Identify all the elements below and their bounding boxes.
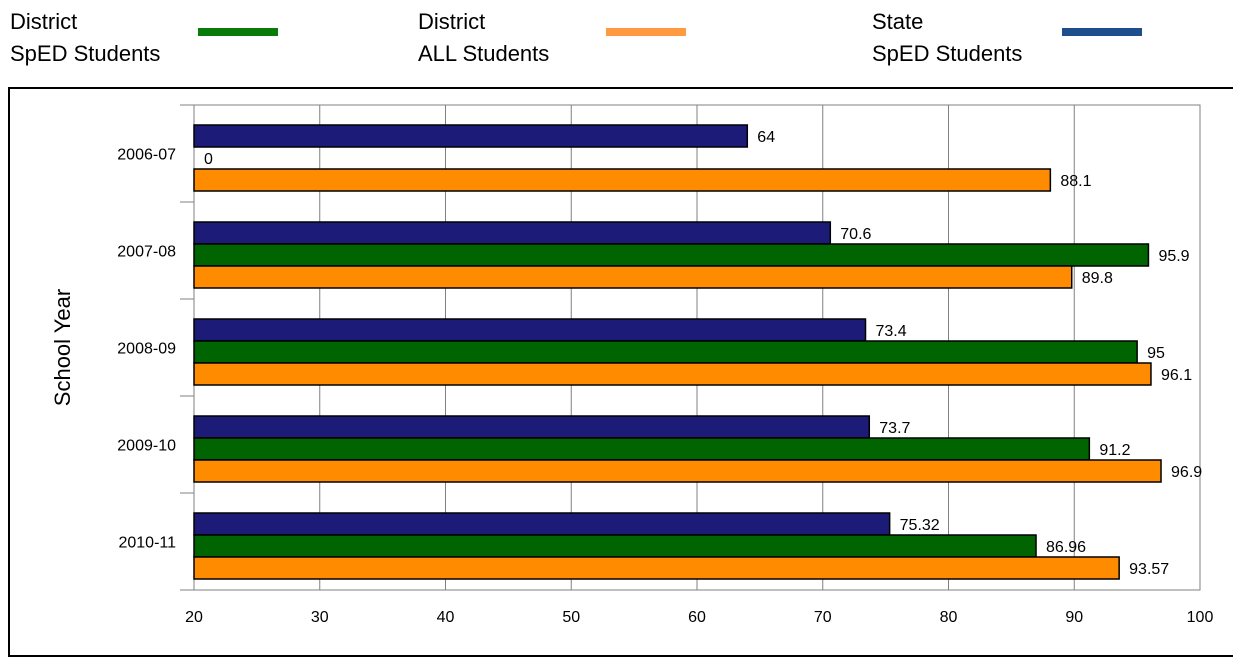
legend-entry-district-sped: District SpED Students bbox=[10, 6, 160, 70]
bar bbox=[193, 556, 1120, 580]
data-label: 95.9 bbox=[1158, 248, 1189, 265]
data-label: 91.2 bbox=[1099, 442, 1130, 459]
category-label: 2009-10 bbox=[117, 438, 176, 455]
bar bbox=[193, 221, 832, 245]
data-label: 88.1 bbox=[1060, 173, 1091, 190]
bar bbox=[193, 415, 871, 439]
data-label: 89.8 bbox=[1082, 270, 1113, 287]
data-label: 95 bbox=[1147, 345, 1165, 362]
bar bbox=[193, 512, 891, 536]
legend-label: District ALL Students bbox=[418, 9, 550, 66]
data-label: 75.32 bbox=[900, 517, 940, 534]
data-label: 70.6 bbox=[840, 226, 871, 243]
legend-label: District SpED Students bbox=[10, 9, 161, 66]
x-tick-label: 80 bbox=[940, 609, 958, 626]
category-label: 2007-08 bbox=[117, 244, 176, 261]
x-tick-label: 30 bbox=[311, 609, 329, 626]
x-tick-label: 60 bbox=[688, 609, 706, 626]
bar bbox=[193, 265, 1073, 289]
bar bbox=[193, 437, 1091, 461]
x-tick-label: 40 bbox=[437, 609, 455, 626]
x-tick-label: 70 bbox=[814, 609, 832, 626]
legend-label: State SpED Students bbox=[872, 9, 1023, 66]
x-tick-label: 100 bbox=[1187, 609, 1214, 626]
data-label: 96.9 bbox=[1171, 464, 1202, 481]
bar bbox=[193, 362, 1152, 386]
data-label: 96.1 bbox=[1161, 367, 1192, 384]
legend-swatch-district-sped bbox=[198, 28, 278, 36]
chart-legend: District SpED Students District ALL Stud… bbox=[0, 0, 1233, 80]
x-tick-label: 50 bbox=[562, 609, 580, 626]
y-axis-title: School Year bbox=[50, 289, 75, 406]
bar bbox=[193, 243, 1150, 267]
category-label: 2008-09 bbox=[117, 341, 176, 358]
x-tick-label: 20 bbox=[185, 609, 203, 626]
bar bbox=[193, 124, 749, 148]
data-label: 73.7 bbox=[879, 420, 910, 437]
category-label: 2006-07 bbox=[117, 147, 176, 164]
category-label: 2010-11 bbox=[118, 535, 176, 552]
bar bbox=[193, 534, 1037, 558]
legend-swatch-state-sped bbox=[1062, 28, 1142, 36]
legend-entry-state-sped: State SpED Students bbox=[872, 6, 1022, 70]
bar bbox=[193, 318, 867, 342]
data-label: 0 bbox=[204, 151, 213, 168]
x-tick-label: 90 bbox=[1065, 609, 1083, 626]
data-label: 73.4 bbox=[876, 323, 907, 340]
bar bbox=[193, 459, 1162, 483]
bar bbox=[193, 340, 1138, 364]
data-label: 64 bbox=[757, 129, 775, 146]
data-label: 93.57 bbox=[1129, 561, 1169, 578]
data-label: 86.96 bbox=[1046, 539, 1086, 556]
bar bbox=[193, 168, 1052, 192]
legend-swatch-district-all bbox=[606, 28, 686, 36]
legend-entry-district-all: District ALL Students bbox=[418, 6, 549, 70]
